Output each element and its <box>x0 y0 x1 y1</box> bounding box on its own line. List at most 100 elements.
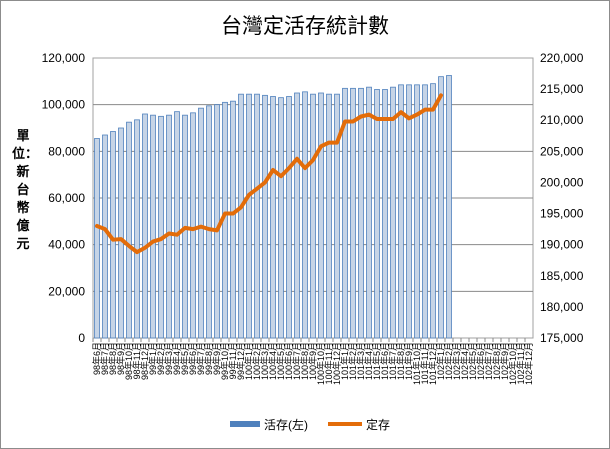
bar <box>254 93 260 339</box>
y-right-tick-label: 210,000 <box>540 113 584 127</box>
bar <box>414 84 420 339</box>
bar <box>158 115 164 339</box>
bar <box>358 87 364 339</box>
x-tick-label: 100年4月 <box>267 342 278 380</box>
x-tick-label: 102年2月 <box>443 342 454 380</box>
bar <box>334 93 340 339</box>
bar <box>118 127 124 339</box>
bar <box>390 86 396 339</box>
bar <box>126 121 132 339</box>
x-tick-label: 99年2月 <box>155 342 166 375</box>
bar <box>198 107 204 339</box>
bar <box>238 93 244 339</box>
bar <box>382 89 388 339</box>
x-tick-label: 102年8月 <box>491 342 502 380</box>
bar <box>190 112 196 339</box>
x-tick-label: 100年8月 <box>299 342 310 380</box>
x-tick-label: 99年8月 <box>203 342 214 375</box>
x-tick-label: 98年6月 <box>91 342 102 375</box>
y-left-tick-label: 40,000 <box>48 238 85 252</box>
legend: 活存(左) 定存 <box>230 417 390 432</box>
y-right-tick-label: 175,000 <box>540 331 584 345</box>
bar <box>150 114 156 339</box>
x-tick-label: 98年8月 <box>107 342 118 375</box>
y-right-tick-label: 200,000 <box>540 175 584 189</box>
bar <box>318 92 324 339</box>
bar <box>206 105 212 339</box>
x-tick-label: 102年10月 <box>507 342 518 385</box>
bar <box>102 134 108 339</box>
bar <box>142 113 148 339</box>
x-tick-label: 102年9月 <box>499 342 510 380</box>
x-tick-label: 99年4月 <box>171 342 182 375</box>
x-tick-label: 100年12月 <box>331 342 342 385</box>
y-right-tick-label: 220,000 <box>540 51 584 65</box>
bar <box>174 111 180 339</box>
x-tick-label: 99年12月 <box>235 342 246 380</box>
bar <box>246 93 252 339</box>
y-right-tick-label: 205,000 <box>540 144 584 158</box>
x-tick-label: 99年6月 <box>187 342 198 375</box>
x-tick-label: 99年5月 <box>179 342 190 375</box>
bar <box>302 91 308 339</box>
x-tick-label: 100年11月 <box>323 342 334 384</box>
x-tick-label: 102年1月 <box>435 342 446 380</box>
bar <box>446 75 452 339</box>
legend-label-line: 定存 <box>366 417 390 432</box>
x-tick-label: 99年3月 <box>163 342 174 375</box>
bar <box>342 87 348 339</box>
bar <box>430 83 436 339</box>
bar <box>398 84 404 339</box>
x-tick-label: 99年1月 <box>147 342 158 375</box>
x-tick-label: 101年1月 <box>339 342 350 380</box>
x-tick-label: 99年9月 <box>211 342 222 375</box>
bar <box>262 94 268 339</box>
y-right-tick-label: 180,000 <box>540 300 584 314</box>
x-tick-label: 101年4月 <box>363 342 374 380</box>
y-left-tick-label: 120,000 <box>42 51 86 65</box>
x-tick-label: 100年3月 <box>259 342 270 380</box>
bar <box>438 76 444 339</box>
y-right-tick-label: 195,000 <box>540 207 584 221</box>
x-tick-label: 100年2月 <box>251 342 262 380</box>
y-right-tick-label: 190,000 <box>540 238 584 252</box>
bar <box>422 84 428 339</box>
bar <box>366 86 372 339</box>
x-tick-label: 100年5月 <box>275 342 286 380</box>
x-tick-label: 101年7月 <box>387 342 398 380</box>
bar <box>286 96 292 339</box>
y-right-tick-label: 185,000 <box>540 269 584 283</box>
x-tick-label: 101年8月 <box>395 342 406 380</box>
x-tick-label: 102年11月 <box>515 342 526 384</box>
y-axis-label: 單位：新台幣億元 <box>12 129 39 252</box>
bar <box>166 114 172 339</box>
x-tick-label: 99年11月 <box>227 342 238 379</box>
bar <box>278 97 284 339</box>
x-tick-label: 101年10月 <box>411 342 422 385</box>
x-tick-label: 100年1月 <box>243 342 254 380</box>
chart-title: 台灣定活存統計數 <box>221 14 389 38</box>
x-tick-label: 98年10月 <box>123 342 134 380</box>
x-tick-label: 102年12月 <box>523 342 534 385</box>
x-tick-label: 100年7月 <box>291 342 302 380</box>
x-tick-label: 98年12月 <box>139 342 150 380</box>
bar <box>270 96 276 339</box>
x-tick-label: 100年10月 <box>315 342 326 385</box>
x-tick-label: 98年7月 <box>99 342 110 375</box>
x-tick-label: 100年9月 <box>307 342 318 380</box>
legend-swatch-bar <box>230 421 260 427</box>
x-tick-label: 101年3月 <box>355 342 366 380</box>
y-left-tick-label: 60,000 <box>48 191 85 205</box>
x-tick-label: 102年4月 <box>459 342 470 380</box>
bar <box>374 89 380 339</box>
x-tick-label: 99年10月 <box>219 342 230 380</box>
bar <box>214 104 220 339</box>
bar <box>406 84 412 339</box>
x-tick-label: 101年12月 <box>427 342 438 385</box>
y-left-tick-label: 20,000 <box>48 284 85 298</box>
x-tick-label: 101年5月 <box>371 342 382 380</box>
bar <box>94 138 100 339</box>
x-tick-label: 101年6月 <box>379 342 390 380</box>
x-tick-label: 101年11月 <box>419 342 430 384</box>
